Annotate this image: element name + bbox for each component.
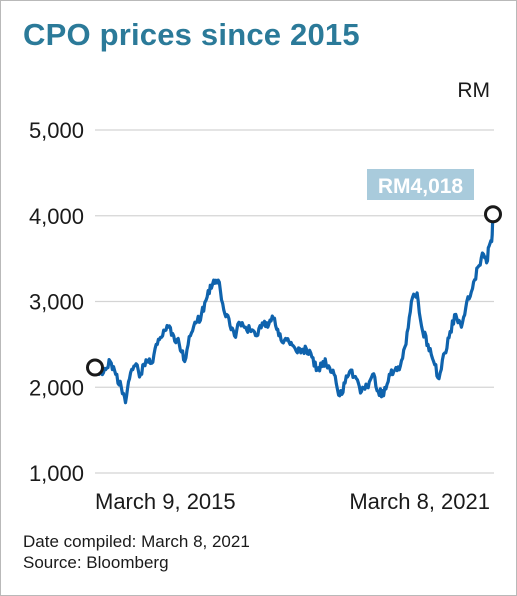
y-tick-label: 2,000 (29, 375, 84, 400)
y-tick-label: 5,000 (29, 118, 84, 143)
footnote: Date compiled: March 8, 2021 Source: Blo… (23, 531, 250, 573)
chart-title: CPO prices since 2015 (23, 17, 360, 52)
y-tick-label: 4,000 (29, 204, 84, 229)
y-tick-label: 1,000 (29, 461, 84, 486)
y-axis-unit-label: RM (457, 79, 490, 102)
y-axis-tick-labels: 1,000 2,000 3,000 4,000 5,000 (29, 118, 84, 486)
source-credit: Source: Bloomberg (23, 553, 169, 572)
date-compiled: Date compiled: March 8, 2021 (23, 532, 250, 551)
y-tick-label: 3,000 (29, 290, 84, 315)
end-value-callout: RM4,018 (367, 169, 474, 200)
end-point-marker (484, 205, 502, 224)
x-axis-end-label: March 8, 2021 (349, 489, 490, 514)
gridlines (95, 129, 494, 474)
start-point-marker (86, 358, 104, 377)
callout-label: RM4,018 (378, 175, 464, 198)
price-line (93, 212, 495, 405)
callout-background (367, 169, 474, 200)
x-axis-start-label: March 9, 2015 (95, 489, 236, 514)
